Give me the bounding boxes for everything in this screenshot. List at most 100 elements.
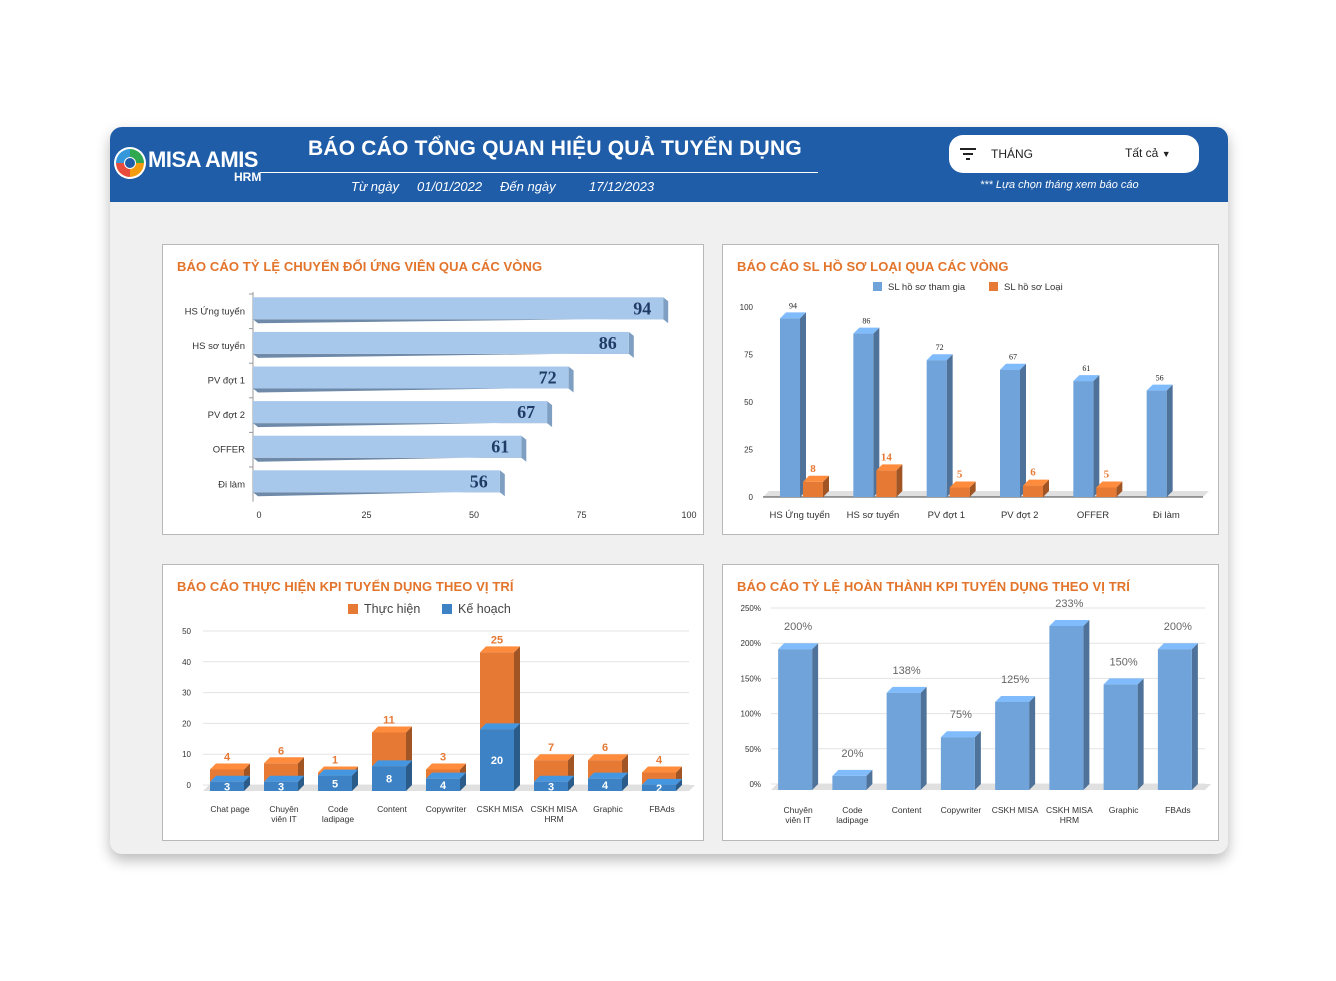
bar-participating-side <box>946 354 953 497</box>
bar-value-label: 8 <box>810 463 816 475</box>
bar-completion-top <box>832 769 873 776</box>
chart-floor <box>771 784 1211 790</box>
bar-plan-value: 3 <box>224 781 230 793</box>
bar-plan-top <box>318 769 358 776</box>
category-label: Code <box>842 805 863 815</box>
bar-participating-top <box>780 312 806 319</box>
month-select[interactable]: Tất cả ▼ <box>1125 146 1171 160</box>
bar-participating-side <box>873 327 880 497</box>
bar-completion <box>886 692 921 790</box>
rejected-profiles-chart: SL hồ sơ tham gia SL hồ sơ Loại 0 25 50 75 100… <box>740 282 1209 521</box>
bar-bottom <box>253 352 634 358</box>
bar-side <box>628 331 634 358</box>
bar-rejected-top <box>803 475 829 482</box>
bar-plan-top <box>426 772 466 779</box>
bar-rejected <box>1096 487 1117 497</box>
kpi-execution-chart-title: BÁO CÁO THỰC HIỆN KPI TUYỂN DỤNG THEO VỊ… <box>177 579 514 594</box>
title-underline <box>260 172 818 173</box>
y-tick-label: 250% <box>741 604 761 613</box>
bar-completion-side <box>866 769 873 790</box>
bar <box>253 331 629 354</box>
bar-plan-value: 2 <box>656 783 662 795</box>
kpi-execution-panel: BÁO CÁO THỰC HIỆN KPI TUYỂN DỤNG THEO VỊ… <box>162 564 704 841</box>
legend-swatch <box>873 282 882 291</box>
bar-actual-value: 4 <box>224 751 231 763</box>
bar-completion <box>995 702 1030 790</box>
bar-actual-value: 3 <box>440 751 446 763</box>
category-label: HRM <box>1060 815 1079 825</box>
bar-plan <box>264 781 298 791</box>
bar-bottom <box>253 318 669 324</box>
y-tick-label: 25 <box>744 446 753 455</box>
bar-plan <box>642 784 676 791</box>
legend-swatch <box>348 604 358 614</box>
bar-bottom <box>253 456 527 462</box>
bar-completion-side <box>812 643 819 790</box>
bar-completion <box>1049 625 1084 790</box>
bar-actual-side <box>514 646 520 730</box>
y-tick-label: 200% <box>741 639 761 648</box>
y-tick-label: 30 <box>182 689 191 698</box>
bar-plan-side <box>460 772 466 791</box>
bar-participating-side <box>1093 375 1100 497</box>
bar-completion <box>940 737 975 790</box>
chart-floor <box>763 491 1209 497</box>
y-tick-label: 100% <box>741 710 761 719</box>
category-label: Copywriter <box>426 804 467 814</box>
y-tick-label: 75 <box>744 351 753 360</box>
bar-actual-side <box>622 754 628 779</box>
bar-rejected-side <box>896 464 903 497</box>
bar-rejected-side <box>823 475 829 497</box>
bar-value-label: 233% <box>1055 598 1083 610</box>
bar-rejected-top <box>876 464 903 471</box>
bar-completion-side <box>1029 696 1036 790</box>
bar-rejected <box>876 470 897 497</box>
bar-actual-top <box>480 646 520 653</box>
month-filter[interactable]: THÁNG Tất cả ▼ <box>949 135 1199 173</box>
category-label: ladipage <box>322 814 354 824</box>
bar-participating-side <box>1020 363 1026 497</box>
category-label: Content <box>892 805 922 815</box>
bar-actual-value: 1 <box>332 755 338 767</box>
x-tick-label: 50 <box>469 510 479 520</box>
category-label: OFFER <box>1077 510 1109 521</box>
category-label: OFFER <box>213 445 245 456</box>
bar-value-label: 56 <box>470 471 488 491</box>
bar-value-label: 200% <box>784 621 812 633</box>
bar-rejected <box>803 481 823 497</box>
bar <box>253 366 569 389</box>
bar <box>253 401 548 424</box>
category-label: HRM <box>544 814 563 824</box>
bar-value-label: 67 <box>1009 353 1017 362</box>
kpi-completion-chart-title: BÁO CÁO TỶ LỆ HOÀN THÀNH KPI TUYỂN DỤNG … <box>737 579 1130 594</box>
chevron-down-icon: ▼ <box>1161 149 1171 159</box>
legend-label: Kế hoạch <box>458 602 511 616</box>
category-label: CSKH MISA <box>1046 805 1093 815</box>
bar-rejected <box>1023 485 1043 497</box>
bar-bottom <box>253 491 505 497</box>
bar-rejected <box>949 487 970 497</box>
bar-value-label: 138% <box>893 665 921 677</box>
bar-value-label: 14 <box>881 451 893 463</box>
bar <box>253 435 522 458</box>
category-label: Graphic <box>593 804 624 814</box>
bar <box>253 297 664 320</box>
filter-icon <box>960 148 976 160</box>
bar-plan-top <box>534 775 574 782</box>
bar-plan <box>318 775 352 791</box>
bar-plan-value: 3 <box>278 781 284 793</box>
y-tick-label: 0% <box>749 780 761 789</box>
bar-participating <box>1000 369 1020 497</box>
bar-completion-side <box>1191 643 1198 790</box>
bar-side <box>499 470 505 497</box>
bar-plan-side <box>298 775 304 791</box>
logo-subtext: HRM <box>234 170 262 184</box>
bar-plan-value: 8 <box>386 774 392 786</box>
report-header: MISA AMIS HRM BÁO CÁO TỔNG QUAN HIỆU QUẢ… <box>110 127 1228 202</box>
bar-side <box>547 401 553 428</box>
bar-completion <box>778 649 813 790</box>
bar-plan-side <box>244 775 250 791</box>
category-label: PV đợt 2 <box>1001 510 1038 521</box>
misa-amis-logo: MISA AMIS HRM <box>112 145 272 185</box>
